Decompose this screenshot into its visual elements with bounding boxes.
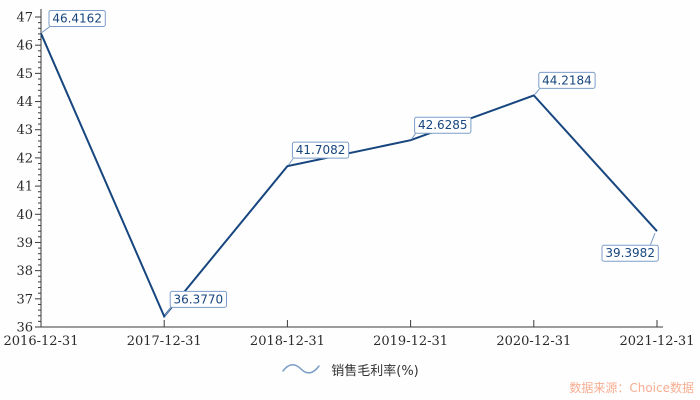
data-label-box	[169, 290, 227, 308]
y-tick-label: 47	[16, 11, 33, 26]
y-tick-label: 39	[16, 236, 33, 251]
y-tick-label: 37	[16, 292, 33, 307]
y-tick-label: 40	[16, 208, 33, 223]
data-source-watermark: 数据来源：Choice数据	[569, 381, 694, 395]
data-label-box	[601, 244, 659, 262]
y-tick-label: 46	[16, 39, 33, 54]
callout-leader	[164, 307, 172, 316]
data-label-box	[291, 141, 350, 159]
data-label: 39.3982	[605, 246, 655, 260]
data-label: 44.2184	[542, 73, 592, 87]
x-tick-label: 2021-12-31	[620, 334, 695, 349]
plot-area: 36 37 38 39 40 41 42 43 44 45 46 47 2016-12-31 2017-1…	[4, 9, 695, 349]
data-label: 46.4162	[52, 11, 102, 25]
callout-leader	[287, 157, 294, 166]
x-tick-label: 2020-12-31	[496, 334, 571, 349]
y-tick-label: 41	[16, 180, 33, 195]
x-tick-label: 2019-12-31	[373, 334, 448, 349]
data-label-box	[414, 116, 472, 134]
y-tick-label: 38	[16, 264, 33, 279]
data-label-box	[538, 71, 596, 89]
callout-leader	[649, 233, 656, 246]
callout-leader	[534, 88, 541, 95]
y-tick-label: 44	[16, 95, 33, 110]
callout-leader	[411, 132, 417, 140]
data-label-box	[48, 9, 106, 27]
data-label: 41.7082	[296, 143, 346, 157]
y-tick-label: 45	[16, 67, 33, 82]
callout-leader	[41, 26, 51, 33]
legend-series-label: 销售毛利率(%)	[331, 363, 419, 379]
y-tick-label: 36	[16, 321, 33, 336]
chart-legend: 销售毛利率(%)	[0, 356, 700, 382]
data-label: 42.6285	[418, 118, 468, 132]
y-tick-label: 43	[16, 123, 33, 138]
y-tick-label: 42	[16, 151, 33, 166]
x-tick-label: 2017-12-31	[127, 334, 202, 349]
data-label: 36.3770	[174, 292, 224, 306]
x-tick-label: 2018-12-31	[250, 334, 325, 349]
x-tick-label: 2016-12-31	[4, 334, 79, 349]
line-series-icon	[282, 364, 320, 374]
